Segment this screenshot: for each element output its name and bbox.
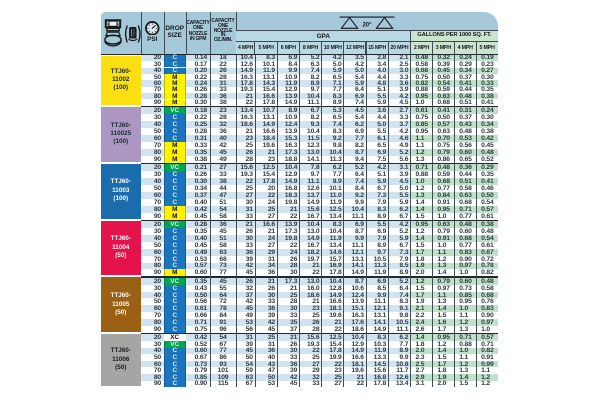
svg-text:20°: 20° xyxy=(362,22,372,28)
